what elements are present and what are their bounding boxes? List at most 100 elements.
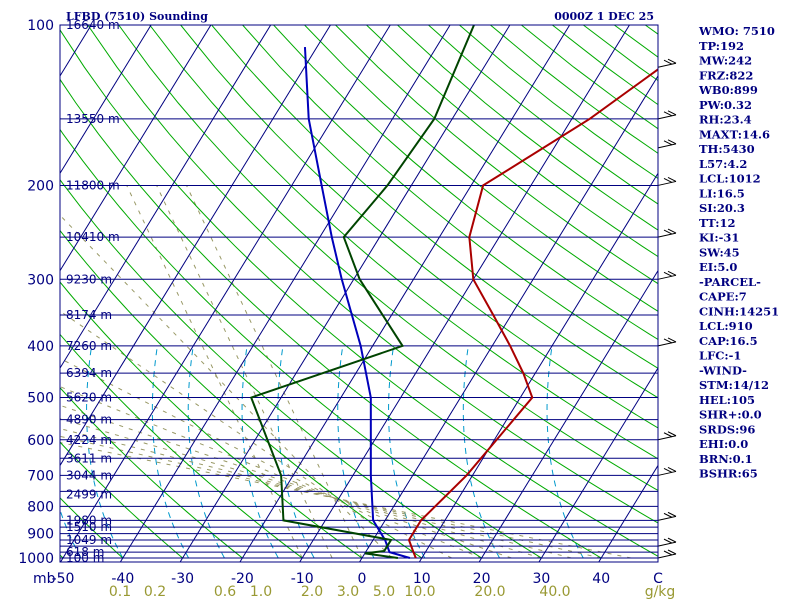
height-label: 4890 m xyxy=(66,413,112,427)
height-label: 7260 m xyxy=(66,339,112,353)
isotherm xyxy=(299,25,631,562)
wind-barb-flag xyxy=(663,111,673,117)
temperature-tick-label: -50 xyxy=(52,571,75,587)
wind-barb-staff xyxy=(657,515,677,521)
index-line: CINH:14251 xyxy=(699,304,779,318)
wind-barb-staff xyxy=(657,143,677,149)
temperature-tick-label: 0 xyxy=(358,571,367,587)
isotherm xyxy=(478,269,658,562)
wind-barb-flag xyxy=(667,177,677,182)
wind-barb xyxy=(657,511,677,521)
isotherm xyxy=(418,172,658,562)
pressure-unit-label: mb xyxy=(33,571,56,587)
index-line: LI:16.5 xyxy=(699,186,745,200)
height-label: 8174 m xyxy=(66,308,112,322)
moist-adiabat xyxy=(60,404,512,559)
pressure-tick-label: 1000 xyxy=(18,551,54,567)
wind-barb-staff xyxy=(657,232,677,238)
height-label: 16640 m xyxy=(66,18,120,32)
index-line: -WIND- xyxy=(699,363,747,377)
height-label: 2499 m xyxy=(66,487,112,501)
pressure-tick-label: 400 xyxy=(27,339,54,355)
index-line: LFC:-1 xyxy=(699,349,741,363)
wind-barb xyxy=(657,139,677,149)
moist-adiabat xyxy=(60,435,602,559)
height-label: 1980 m xyxy=(66,513,112,527)
wind-barb-flag xyxy=(667,549,677,555)
wind-barb-flag xyxy=(663,59,673,65)
pressure-tick-label: 500 xyxy=(27,391,54,407)
index-line: HEL:105 xyxy=(699,393,755,407)
height-label: 9230 m xyxy=(66,272,112,286)
mixing-ratio-tick-label: 10.0 xyxy=(404,584,435,600)
isotherm xyxy=(60,25,212,272)
temperature-tick-label: 30 xyxy=(532,571,550,587)
index-line: SW:45 xyxy=(699,245,740,259)
mixing-ratio-tick-label: 0.1 xyxy=(109,584,131,600)
height-label: 13550 m xyxy=(66,112,120,126)
wind-barb-staff xyxy=(657,62,677,68)
index-line: EI:5.0 xyxy=(699,260,737,274)
pressure-tick-label: 900 xyxy=(27,527,54,543)
mixing-ratio-tick-label: 1.0 xyxy=(250,584,272,600)
temperature-line xyxy=(407,68,658,559)
index-line: CAP:16.5 xyxy=(699,334,758,348)
isotherm xyxy=(358,74,658,562)
clipped-series xyxy=(249,25,658,559)
mixing-ratio-tick-label: 5.0 xyxy=(373,584,395,600)
pressure-tick-label: 700 xyxy=(27,468,54,484)
wind-barb-staff xyxy=(657,274,677,280)
isotherm xyxy=(239,25,571,562)
index-line: L57:4.2 xyxy=(699,157,747,171)
pressure-tick-label: 100 xyxy=(27,18,54,34)
index-line: LCL:910 xyxy=(699,319,753,333)
pressure-tick-label: 800 xyxy=(27,499,54,515)
index-line: SRDS:96 xyxy=(699,422,755,436)
index-line: SI:20.3 xyxy=(699,201,745,215)
index-line: -PARCEL- xyxy=(699,275,761,289)
wind-barb xyxy=(657,549,677,559)
height-label: 1510 m xyxy=(66,520,112,534)
mixing-ratio-tick-label: 0.2 xyxy=(144,584,166,600)
mixing-ratio-tick-label: 3.0 xyxy=(337,584,359,600)
plot-frame xyxy=(59,24,659,563)
wind-barb-staff xyxy=(657,341,677,347)
wind-barb-flag xyxy=(663,338,673,344)
wind-barb-flag xyxy=(667,537,677,543)
wind-barb-flag xyxy=(667,110,677,116)
wind-barb-staff xyxy=(657,180,677,186)
wind-barb-flag xyxy=(663,538,673,544)
height-label: 3611 m xyxy=(66,451,112,465)
height-label: 10410 m xyxy=(66,230,120,244)
wind-barb-flag xyxy=(667,466,677,472)
mixing-ratio-tick-label: 20.0 xyxy=(474,584,505,600)
valid-time: 0000Z 1 DEC 25 xyxy=(554,10,654,23)
wind-barb-flag xyxy=(663,178,673,183)
height-label: 5620 m xyxy=(66,391,112,405)
height-label: 1049 m xyxy=(66,533,112,547)
height-label: 618 m xyxy=(66,545,104,559)
wind-barb xyxy=(657,431,677,441)
wetbulb-line xyxy=(249,25,475,559)
pressure-tick-label: 200 xyxy=(27,178,54,194)
index-line: EHI:0.0 xyxy=(699,437,748,451)
index-line: TP:192 xyxy=(699,39,744,53)
wind-barb-flag xyxy=(667,228,677,234)
pressure-tick-label: 600 xyxy=(27,433,54,449)
indices-panel: WMO: 7510TP:192MW:242FRZ:822WB0:899PW:0.… xyxy=(698,24,779,481)
wind-barb xyxy=(657,58,677,68)
clipped-grid xyxy=(60,25,658,562)
index-line: STM:14/12 xyxy=(699,378,769,392)
height-label: 4224 m xyxy=(66,433,112,447)
temperature-tick-label: 40 xyxy=(592,571,610,587)
wind-barb xyxy=(657,177,677,186)
index-line: CAPE:7 xyxy=(699,290,747,304)
temperature-tick-label: -20 xyxy=(231,571,254,587)
index-line: TH:5430 xyxy=(699,142,755,156)
wind-barb-flag xyxy=(667,270,677,276)
isotherm xyxy=(598,464,658,562)
wind-barb-flag xyxy=(663,271,673,277)
